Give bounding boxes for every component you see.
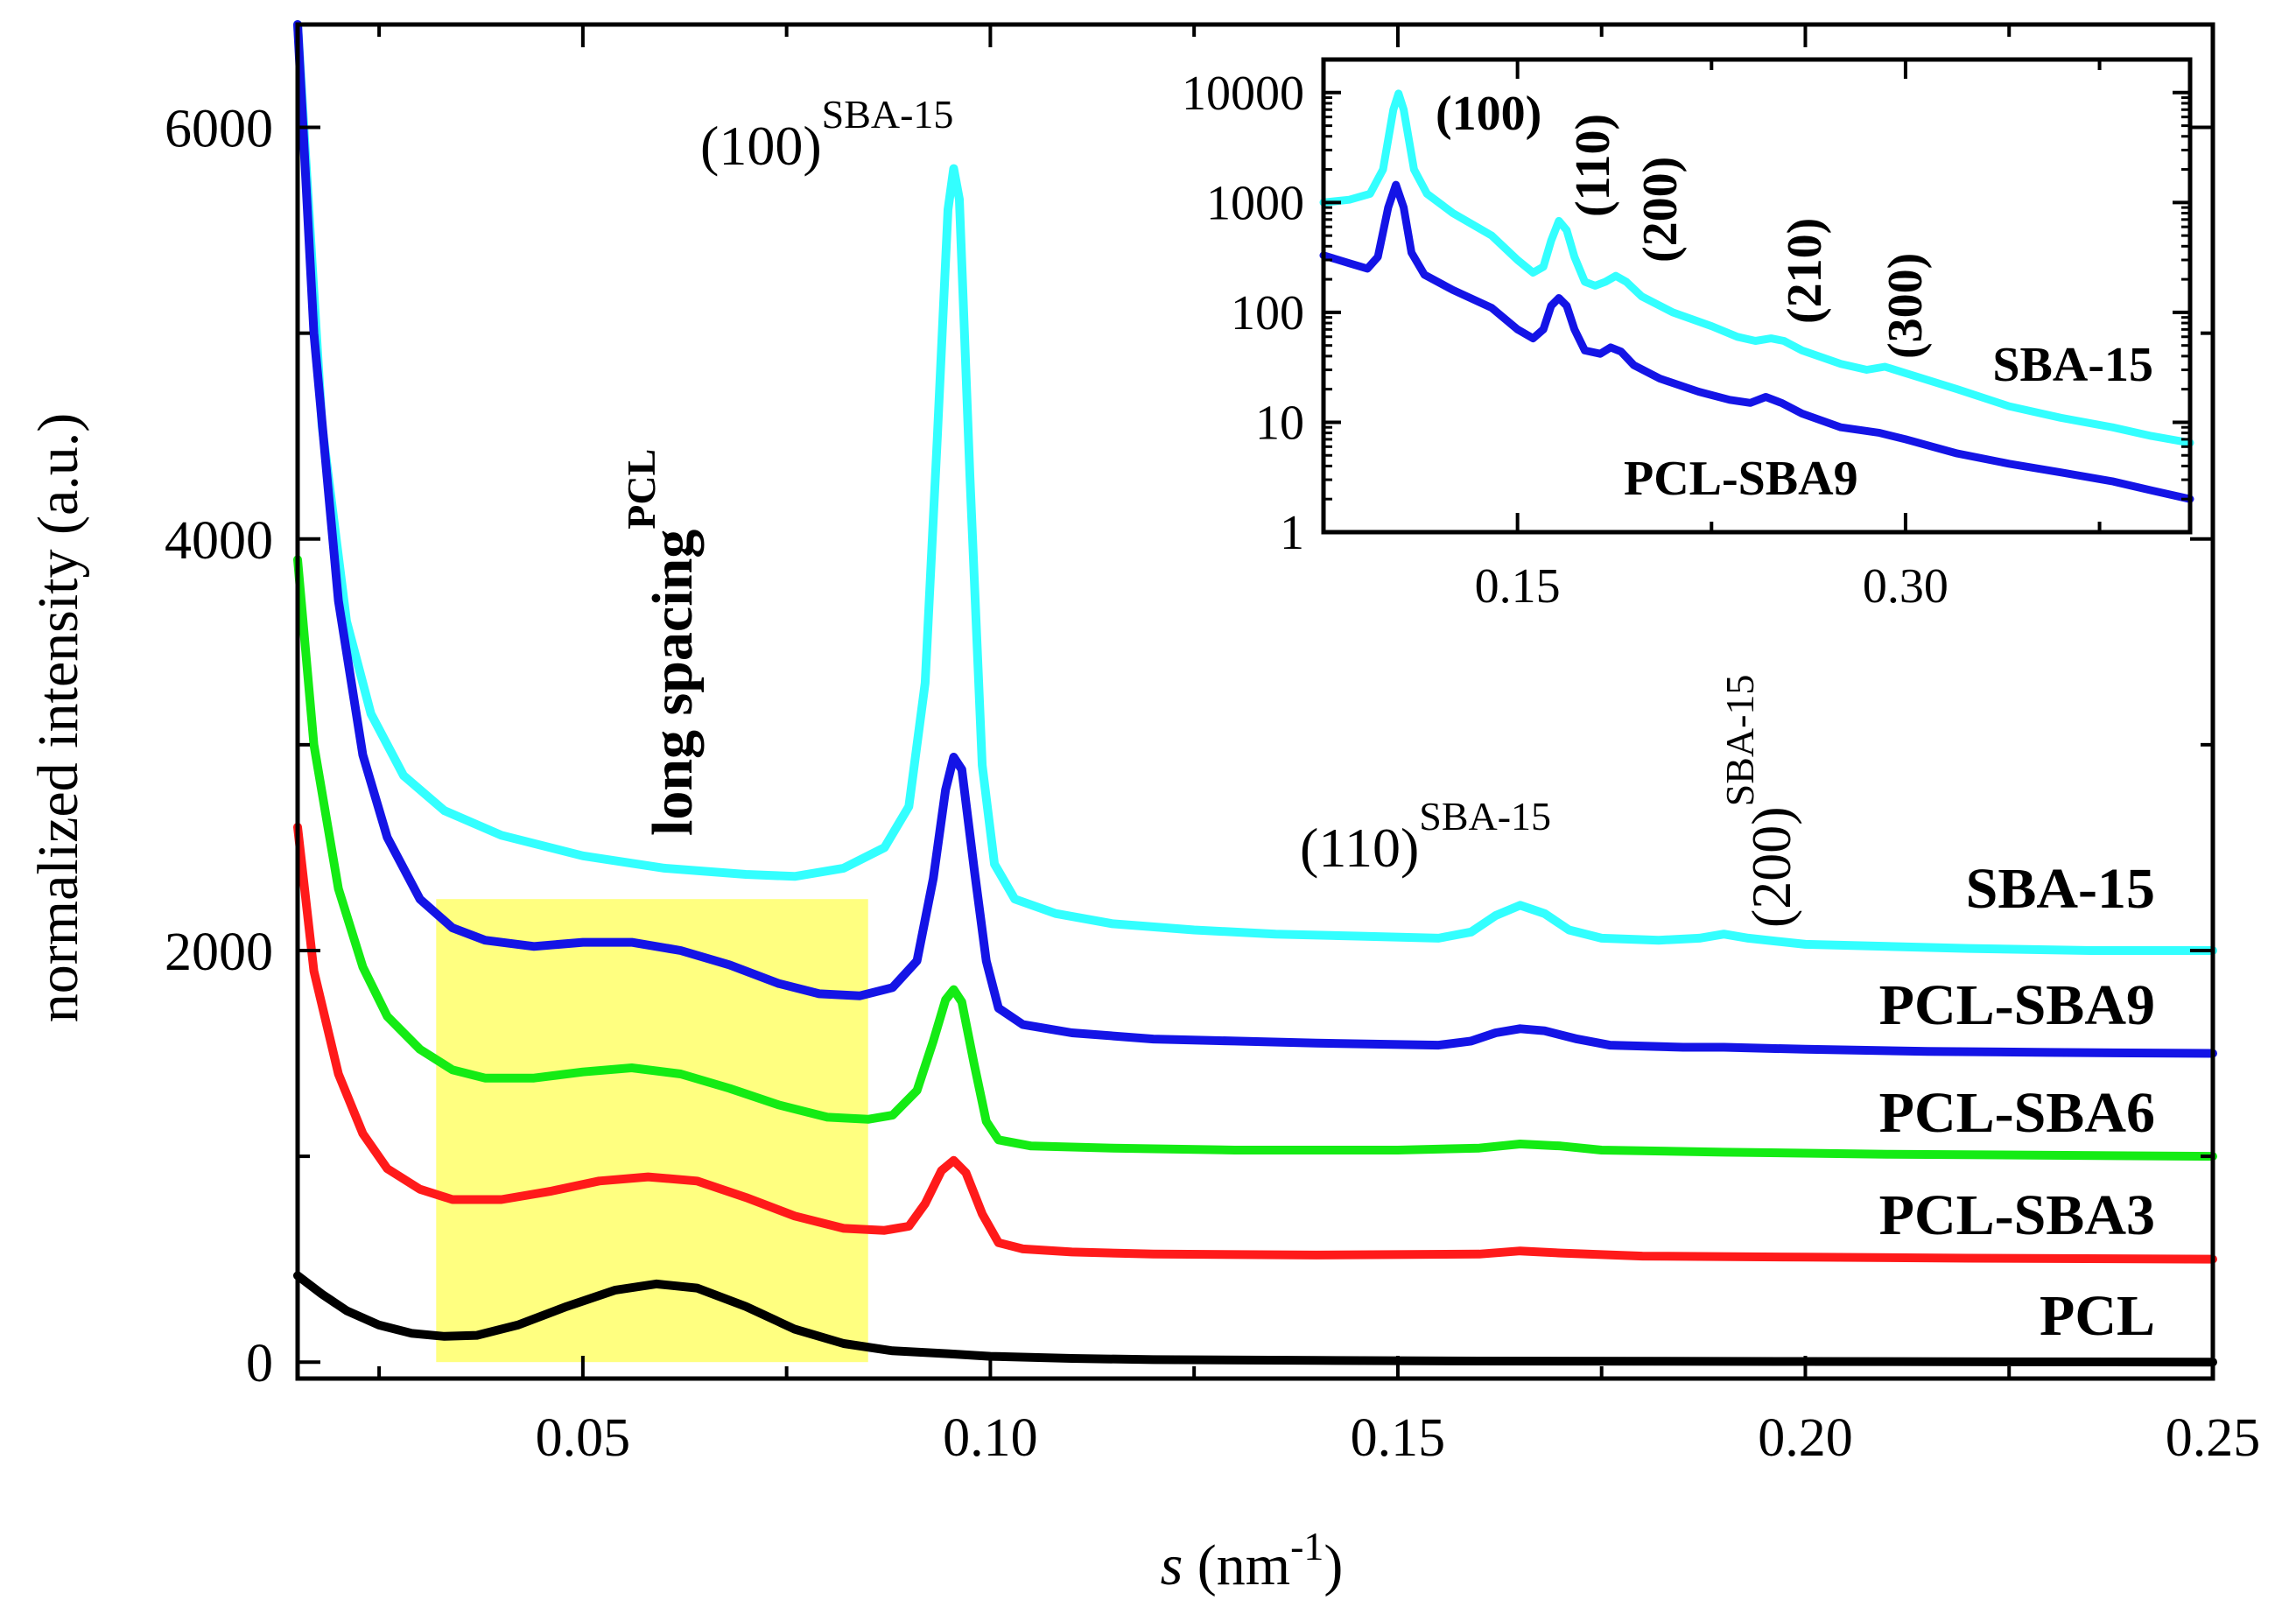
peak-110-label: (110) xyxy=(1300,817,1419,879)
series-label-pcl-sba9: PCL-SBA9 xyxy=(1879,973,2155,1037)
y-tick-label: 0 xyxy=(246,1334,273,1393)
long-spacing-label: long spacing xyxy=(641,530,705,836)
peak-200-annotation: (200)SBA-15 xyxy=(1717,675,1802,928)
series-label-pcl-sba6: PCL-SBA6 xyxy=(1879,1081,2155,1145)
inset-series-line-pcl-sba9 xyxy=(1319,180,2194,503)
inset-y-tick-label: 1 xyxy=(1280,506,1304,560)
series-label-pcl-sba3: PCL-SBA3 xyxy=(1879,1183,2155,1247)
x-tick-label: 0.05 xyxy=(536,1408,631,1468)
inset-plot-frame xyxy=(1321,57,2193,535)
inset-series-group xyxy=(1319,89,2194,503)
peak-200-superscript: SBA-15 xyxy=(1717,675,1762,807)
inset-peak-label-200: (200) xyxy=(1633,157,1688,263)
inset-x-tick-label: 0.15 xyxy=(1475,559,1561,614)
inset-y-tick-label: 10000 xyxy=(1182,67,1304,121)
inset-peak-label-210: (210) xyxy=(1778,218,1832,324)
peak-100-superscript: SBA-15 xyxy=(822,92,954,137)
long-spacing-annotation: long spacingPCL xyxy=(619,449,705,836)
inset-series-label-pcl-sba9: PCL-SBA9 xyxy=(1624,452,1858,506)
inset-y-tick-label: 1000 xyxy=(1206,176,1304,230)
x-axis-title-symbol: s xyxy=(1161,1533,1183,1597)
y-tick-label: 6000 xyxy=(165,100,273,159)
x-tick-label: 0.10 xyxy=(943,1408,1038,1468)
x-tick-label: 0.15 xyxy=(1351,1408,1446,1468)
long-spacing-highlight-band xyxy=(436,899,868,1363)
x-tick-label: 0.25 xyxy=(2166,1408,2261,1468)
main-plot-frame xyxy=(295,22,2215,1381)
long-spacing-superscript: PCL xyxy=(619,449,664,530)
inset-x-tick-label: 0.30 xyxy=(1863,559,1948,614)
inset-y-tick-label: 100 xyxy=(1231,286,1304,340)
series-line-sba-15 xyxy=(293,20,2217,955)
x-axis-title-unit: (nm xyxy=(1183,1533,1290,1597)
main-series-group xyxy=(293,20,2217,1367)
peak-200-label: (200) xyxy=(1740,806,1802,928)
inset-peak-label-100: (100) xyxy=(1436,87,1541,141)
inset-axis-ticks xyxy=(1322,58,2190,534)
series-line-pcl-sba9 xyxy=(293,20,2217,1058)
y-tick-label: 2000 xyxy=(165,923,273,982)
x-axis-title: s (nm-1) xyxy=(1161,1524,1344,1597)
inset-series-line-sba-15 xyxy=(1319,89,2194,447)
y-tick-label: 4000 xyxy=(165,511,273,571)
inset-y-tick-label: 10 xyxy=(1255,396,1304,450)
peak-100-label: (100) xyxy=(700,115,822,177)
peak-100-annotation: (100)SBA-15 xyxy=(700,92,953,177)
inset-tick-labels: 0.15 0.30 1 10 100 1000 10000 xyxy=(1182,67,1948,614)
main-tick-labels: 0.05 0.10 0.15 0.20 0.25 0 2000 4000 6000 xyxy=(165,100,2260,1468)
x-axis-title-exponent: -1 xyxy=(1290,1524,1324,1568)
series-line-pcl-sba6 xyxy=(293,555,2217,1161)
series-line-pcl xyxy=(293,1271,2217,1367)
series-line-pcl-sba3 xyxy=(293,822,2217,1264)
inset-peak-label-300: (300) xyxy=(1878,253,1933,359)
x-tick-label: 0.20 xyxy=(1758,1408,1853,1468)
series-label-sba15: SBA-15 xyxy=(1966,857,2155,921)
y-axis-title: normalized intensity (a.u.) xyxy=(26,413,90,1022)
inset-series-label-sba15: SBA-15 xyxy=(1992,338,2153,392)
x-axis-title-close: ) xyxy=(1324,1533,1343,1597)
inset-peak-label-110: (110) xyxy=(1566,114,1620,217)
series-label-pcl: PCL xyxy=(2040,1284,2155,1348)
peak-110-superscript: SBA-15 xyxy=(1419,794,1551,839)
peak-110-annotation: (110)SBA-15 xyxy=(1300,794,1551,879)
main-axis-ticks xyxy=(298,25,2215,1379)
